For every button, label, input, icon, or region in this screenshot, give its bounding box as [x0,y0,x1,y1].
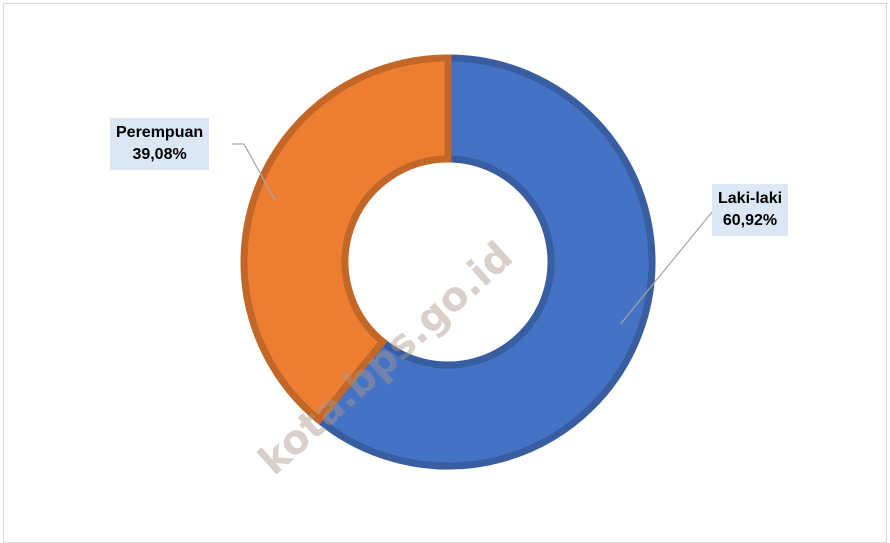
leader-line-perempuan [232,143,276,201]
value-label: 60,92% [722,212,778,229]
data-label-laki-laki: Laki-laki 60,92% [712,184,789,236]
value-label: 39,08% [132,146,187,163]
data-label-perempuan: Perempuan 39,08% [110,118,210,170]
category-label: Laki-laki [718,190,783,207]
category-label: Perempuan [116,124,204,141]
donut-slices [240,54,656,470]
donut-slice-perempuan [240,54,452,425]
leader-line-laki-laki [620,211,713,325]
donut-chart [232,54,713,470]
donut-slice-laki-laki [313,54,656,470]
leader-lines [232,143,713,325]
